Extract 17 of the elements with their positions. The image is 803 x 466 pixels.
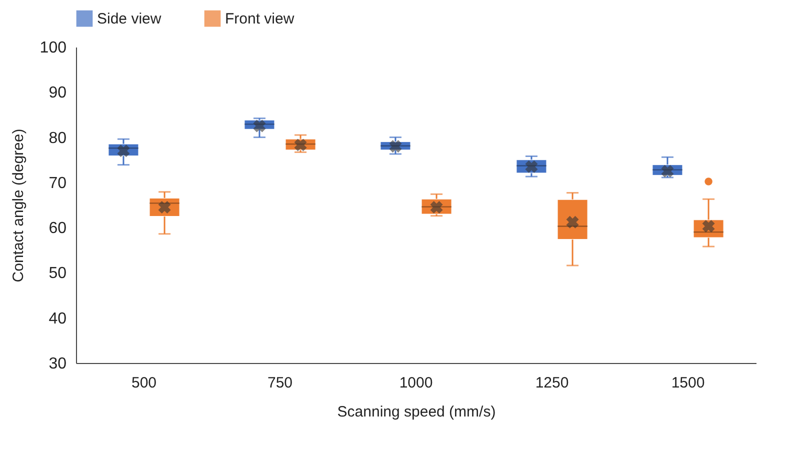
x-tick-label: 1500 — [671, 374, 705, 392]
legend-label: Side view — [97, 10, 162, 28]
y-tick-label: 50 — [48, 265, 67, 282]
y-tick-label: 70 — [48, 174, 67, 192]
y-tick-label: 30 — [48, 356, 67, 372]
x-tick-label: 750 — [267, 374, 293, 392]
x-tick-label: 500 — [131, 374, 157, 392]
y-tick-label: 100 — [40, 40, 67, 56]
y-tick-label: 90 — [48, 84, 67, 102]
legend-label: Front view — [225, 10, 294, 28]
y-tick-label: 60 — [48, 220, 67, 238]
x-axis-title: Scanning speed (mm/s) — [337, 404, 496, 420]
y-tick-label: 80 — [48, 130, 67, 147]
x-tick-label: 1250 — [535, 374, 569, 392]
y-tick-label: 40 — [48, 310, 67, 328]
x-tick-label: 1000 — [399, 374, 433, 392]
y-axis-title: Contact angle (degree) — [10, 128, 27, 282]
